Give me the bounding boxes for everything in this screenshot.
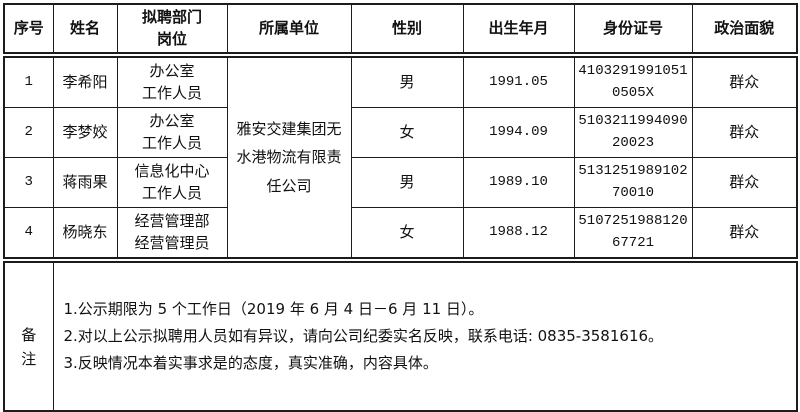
cell-birthdate: 1994.09	[462, 107, 575, 158]
table-row: 4 杨晓东 经营管理部 经营管理员 女 1988.12 510725198812…	[3, 207, 798, 259]
remarks-table: 备注 1.公示期限为 5 个工作日（2019 年 6 月 4 日－6 月 11 …	[3, 261, 798, 412]
cell-serial: 2	[3, 107, 54, 158]
remarks-label-cell: 备注	[3, 261, 54, 412]
cell-position: 经营管理部 经营管理员	[116, 207, 228, 259]
remarks-body-cell: 1.公示期限为 5 个工作日（2019 年 6 月 4 日－6 月 11 日）。…	[52, 261, 798, 412]
recruitment-publicity-table: 序号 姓名 拟聘部门 岗位 所属单位 性别 出生年月 身份证号 政治面貌 1 李…	[3, 3, 798, 412]
cell-serial: 1	[3, 56, 54, 108]
table-row: 1 李希阳 办公室 工作人员 雅安交建集团无 水港物流有限责 任公司 男 199…	[3, 56, 798, 259]
cell-position: 信息化中心 工作人员	[116, 157, 228, 208]
body-table: 1 李希阳 办公室 工作人员 雅安交建集团无 水港物流有限责 任公司 男 199…	[3, 56, 798, 259]
col-header-position: 拟聘部门 岗位	[116, 3, 228, 54]
table-row: 2 李梦姣 办公室 工作人员 女 1994.09 5103211994090 2…	[3, 107, 798, 158]
cell-name: 杨晓东	[52, 207, 118, 259]
cell-political: 群众	[691, 56, 798, 108]
cell-gender: 男	[350, 157, 464, 208]
remark-line-3: 3.反映情况本着实事求是的态度，真实准确，内容具体。	[63, 354, 438, 373]
col-header-id-number: 身份证号	[573, 3, 693, 54]
col-header-unit: 所属单位	[226, 3, 352, 54]
cell-birthdate: 1991.05	[462, 56, 575, 108]
table-row: 3 蒋雨果 信息化中心 工作人员 男 1989.10 5131251989102…	[3, 157, 798, 208]
remarks-row: 备注 1.公示期限为 5 个工作日（2019 年 6 月 4 日－6 月 11 …	[3, 261, 798, 412]
cell-gender: 女	[350, 207, 464, 259]
cell-political: 群众	[691, 207, 798, 259]
remarks-label: 备注	[21, 326, 37, 369]
col-header-birthdate: 出生年月	[462, 3, 575, 54]
remark-line-2: 2.对以上公示拟聘用人员如有异议，请向公司纪委实名反映，联系电话: 0835-3…	[63, 326, 664, 345]
cell-name: 李梦姣	[52, 107, 118, 158]
cell-name: 李希阳	[52, 56, 118, 108]
cell-unit-merged: 雅安交建集团无 水港物流有限责 任公司	[226, 56, 352, 259]
header-row: 序号 姓名 拟聘部门 岗位 所属单位 性别 出生年月 身份证号 政治面貌	[3, 3, 798, 54]
col-header-serial: 序号	[3, 3, 54, 54]
cell-gender: 女	[350, 107, 464, 158]
cell-political: 群众	[691, 107, 798, 158]
cell-id-number: 5107251988120 67721	[573, 207, 693, 259]
col-header-gender: 性别	[350, 3, 464, 54]
cell-position: 办公室 工作人员	[116, 107, 228, 158]
header-table: 序号 姓名 拟聘部门 岗位 所属单位 性别 出生年月 身份证号 政治面貌	[3, 3, 798, 54]
cell-serial: 3	[3, 157, 54, 208]
cell-birthdate: 1989.10	[462, 157, 575, 208]
cell-position: 办公室 工作人员	[116, 56, 228, 108]
cell-name: 蒋雨果	[52, 157, 118, 208]
cell-serial: 4	[3, 207, 54, 259]
cell-id-number: 4103291991051 0505X	[573, 56, 693, 108]
cell-political: 群众	[691, 157, 798, 208]
remark-line-1: 1.公示期限为 5 个工作日（2019 年 6 月 4 日－6 月 11 日）。	[63, 299, 484, 318]
cell-gender: 男	[350, 56, 464, 108]
cell-birthdate: 1988.12	[462, 207, 575, 259]
cell-id-number: 5103211994090 20023	[573, 107, 693, 158]
col-header-name: 姓名	[52, 3, 118, 54]
col-header-political: 政治面貌	[691, 3, 798, 54]
cell-id-number: 5131251989102 70010	[573, 157, 693, 208]
